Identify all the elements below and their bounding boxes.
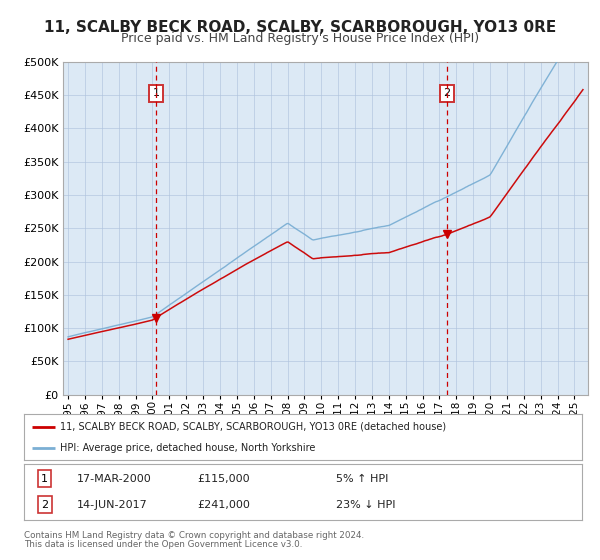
Text: 1: 1	[152, 88, 160, 98]
Text: 11, SCALBY BECK ROAD, SCALBY, SCARBOROUGH, YO13 0RE (detached house): 11, SCALBY BECK ROAD, SCALBY, SCARBOROUG…	[60, 422, 446, 432]
Text: 5% ↑ HPI: 5% ↑ HPI	[337, 474, 389, 484]
Text: 2: 2	[41, 500, 48, 510]
Text: 14-JUN-2017: 14-JUN-2017	[77, 500, 148, 510]
Text: 2: 2	[443, 88, 451, 98]
Text: 11, SCALBY BECK ROAD, SCALBY, SCARBOROUGH, YO13 0RE: 11, SCALBY BECK ROAD, SCALBY, SCARBOROUG…	[44, 20, 556, 35]
Text: £241,000: £241,000	[197, 500, 250, 510]
Text: 17-MAR-2000: 17-MAR-2000	[77, 474, 152, 484]
Text: This data is licensed under the Open Government Licence v3.0.: This data is licensed under the Open Gov…	[24, 540, 302, 549]
Text: £115,000: £115,000	[197, 474, 250, 484]
Text: HPI: Average price, detached house, North Yorkshire: HPI: Average price, detached house, Nort…	[60, 443, 316, 453]
Text: 23% ↓ HPI: 23% ↓ HPI	[337, 500, 396, 510]
Text: Price paid vs. HM Land Registry's House Price Index (HPI): Price paid vs. HM Land Registry's House …	[121, 32, 479, 45]
Text: Contains HM Land Registry data © Crown copyright and database right 2024.: Contains HM Land Registry data © Crown c…	[24, 531, 364, 540]
Text: 1: 1	[41, 474, 48, 484]
